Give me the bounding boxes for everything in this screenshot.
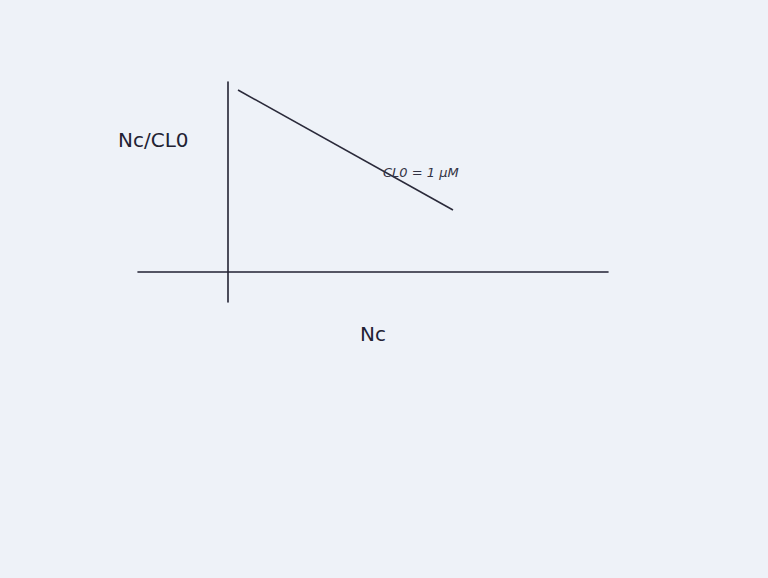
svg-text:Nc: Nc (360, 322, 386, 346)
svg-text:Nc/CL0: Nc/CL0 (118, 128, 189, 152)
svg-text:CL0 = 1 μM: CL0 = 1 μM (383, 165, 459, 180)
